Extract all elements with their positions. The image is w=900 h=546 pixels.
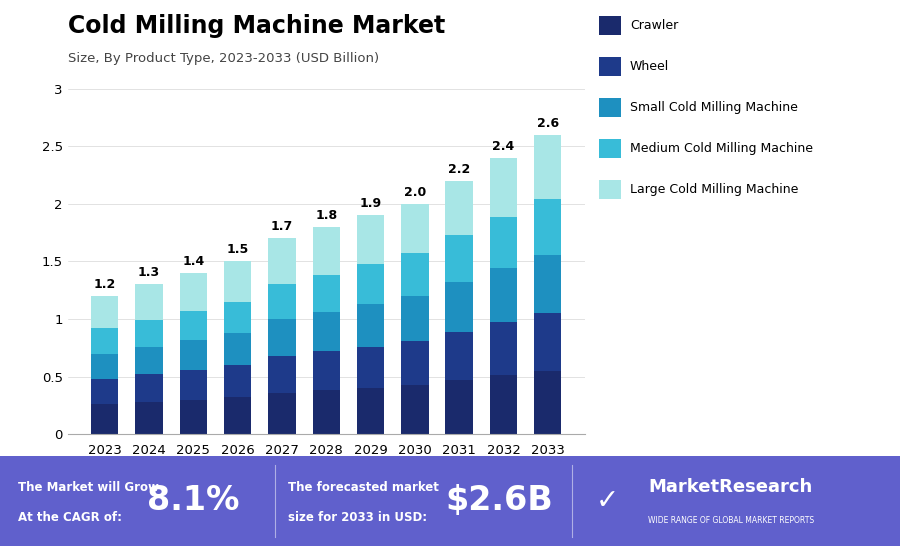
Bar — [180, 340, 207, 370]
Bar — [135, 374, 163, 402]
Bar — [180, 311, 207, 340]
Bar — [268, 393, 296, 434]
Text: 2.0: 2.0 — [404, 186, 426, 199]
Bar — [91, 353, 119, 379]
Text: WIDE RANGE OF GLOBAL MARKET REPORTS: WIDE RANGE OF GLOBAL MARKET REPORTS — [648, 517, 814, 525]
Bar — [446, 380, 472, 434]
Bar — [135, 402, 163, 434]
Bar — [401, 253, 428, 296]
Bar — [135, 320, 163, 347]
Text: Small Cold Milling Machine: Small Cold Milling Machine — [630, 101, 798, 114]
Bar — [356, 304, 384, 347]
Bar — [490, 323, 518, 376]
Bar — [312, 312, 340, 351]
Bar — [224, 397, 251, 434]
Bar — [401, 204, 428, 253]
Bar — [401, 296, 428, 341]
Bar — [312, 275, 340, 312]
Bar — [534, 371, 562, 434]
Text: MarketResearch: MarketResearch — [648, 478, 812, 496]
Text: Large Cold Milling Machine: Large Cold Milling Machine — [630, 183, 798, 196]
Bar — [534, 135, 562, 199]
Bar — [446, 181, 472, 235]
Text: 1.5: 1.5 — [227, 244, 248, 256]
Bar — [356, 388, 384, 434]
Bar — [268, 319, 296, 356]
Text: The forecasted market: The forecasted market — [288, 481, 439, 494]
Text: size for 2033 in USD:: size for 2033 in USD: — [288, 511, 428, 524]
Text: Wheel: Wheel — [630, 60, 670, 73]
Text: 1.7: 1.7 — [271, 220, 293, 233]
Text: ✓: ✓ — [596, 487, 619, 515]
Text: The Market will Grow: The Market will Grow — [18, 481, 159, 494]
Text: 2.2: 2.2 — [448, 163, 471, 176]
Bar — [180, 400, 207, 434]
Text: 1.2: 1.2 — [94, 278, 116, 291]
Bar — [490, 268, 518, 323]
Bar — [490, 158, 518, 217]
Bar — [446, 331, 472, 380]
Bar — [356, 216, 384, 264]
Bar — [91, 328, 119, 353]
Text: 2.6: 2.6 — [536, 117, 559, 130]
Text: Cold Milling Machine Market: Cold Milling Machine Market — [68, 14, 445, 38]
Bar — [401, 341, 428, 384]
Bar — [312, 227, 340, 275]
Bar — [268, 239, 296, 284]
Bar — [268, 284, 296, 319]
Bar — [401, 384, 428, 434]
Bar — [224, 333, 251, 365]
Text: 1.4: 1.4 — [182, 255, 204, 268]
Bar — [312, 351, 340, 390]
Bar — [91, 379, 119, 404]
Bar — [224, 262, 251, 302]
Bar — [490, 217, 518, 268]
Bar — [534, 254, 562, 313]
Bar — [268, 356, 296, 393]
Bar — [180, 370, 207, 400]
Bar — [356, 347, 384, 388]
Bar — [446, 235, 472, 282]
Bar — [135, 347, 163, 374]
Bar — [180, 273, 207, 311]
Text: 1.9: 1.9 — [359, 197, 382, 210]
Bar — [91, 404, 119, 434]
Bar — [490, 376, 518, 434]
Text: Size, By Product Type, 2023-2033 (USD Billion): Size, By Product Type, 2023-2033 (USD Bi… — [68, 52, 379, 65]
Text: 1.8: 1.8 — [315, 209, 338, 222]
Bar — [135, 284, 163, 320]
Bar — [224, 365, 251, 397]
Text: 8.1%: 8.1% — [148, 484, 239, 518]
Bar — [312, 390, 340, 434]
Text: Medium Cold Milling Machine: Medium Cold Milling Machine — [630, 142, 813, 155]
Text: 2.4: 2.4 — [492, 140, 515, 153]
Text: 1.3: 1.3 — [138, 266, 160, 280]
Bar — [446, 282, 472, 331]
Bar — [224, 302, 251, 333]
Bar — [534, 199, 562, 254]
Bar — [91, 296, 119, 328]
Bar — [534, 313, 562, 371]
Text: Crawler: Crawler — [630, 19, 679, 32]
Text: At the CAGR of:: At the CAGR of: — [18, 511, 122, 524]
Bar — [356, 264, 384, 304]
Text: $2.6B: $2.6B — [446, 484, 554, 518]
